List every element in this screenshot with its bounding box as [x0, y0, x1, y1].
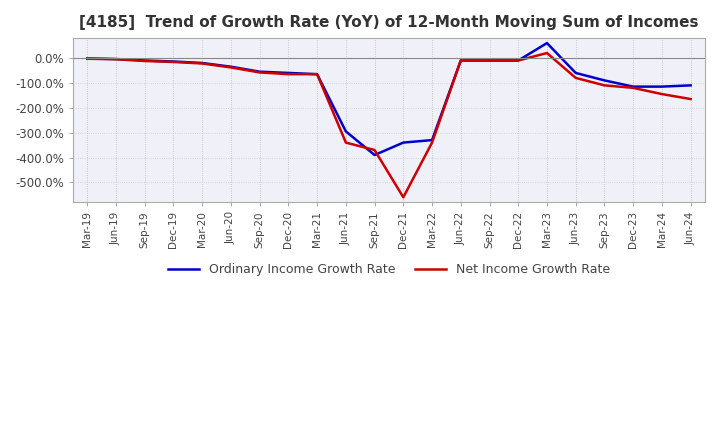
Net Income Growth Rate	[169, 59, 178, 65]
Net Income Growth Rate	[514, 58, 523, 63]
Ordinary Income Growth Rate	[341, 129, 350, 134]
Net Income Growth Rate	[572, 75, 580, 81]
Ordinary Income Growth Rate	[399, 140, 408, 145]
Ordinary Income Growth Rate	[198, 60, 207, 66]
Net Income Growth Rate	[657, 92, 666, 97]
Ordinary Income Growth Rate	[83, 56, 91, 61]
Net Income Growth Rate	[112, 57, 120, 62]
Ordinary Income Growth Rate	[169, 59, 178, 64]
Net Income Growth Rate	[312, 72, 321, 77]
Ordinary Income Growth Rate	[312, 72, 321, 77]
Line: Ordinary Income Growth Rate: Ordinary Income Growth Rate	[87, 43, 690, 155]
Ordinary Income Growth Rate	[428, 137, 436, 143]
Net Income Growth Rate	[456, 58, 465, 63]
Ordinary Income Growth Rate	[600, 78, 608, 83]
Ordinary Income Growth Rate	[140, 58, 149, 63]
Ordinary Income Growth Rate	[543, 40, 552, 46]
Ordinary Income Growth Rate	[629, 84, 637, 89]
Ordinary Income Growth Rate	[256, 69, 264, 74]
Ordinary Income Growth Rate	[284, 70, 293, 76]
Net Income Growth Rate	[140, 59, 149, 64]
Ordinary Income Growth Rate	[485, 58, 494, 63]
Net Income Growth Rate	[198, 61, 207, 66]
Ordinary Income Growth Rate	[514, 58, 523, 63]
Net Income Growth Rate	[485, 58, 494, 63]
Net Income Growth Rate	[543, 51, 552, 56]
Net Income Growth Rate	[83, 56, 91, 62]
Net Income Growth Rate	[629, 85, 637, 91]
Net Income Growth Rate	[399, 194, 408, 200]
Net Income Growth Rate	[256, 70, 264, 75]
Title: [4185]  Trend of Growth Rate (YoY) of 12-Month Moving Sum of Incomes: [4185] Trend of Growth Rate (YoY) of 12-…	[79, 15, 698, 30]
Line: Net Income Growth Rate: Net Income Growth Rate	[87, 53, 690, 197]
Ordinary Income Growth Rate	[370, 152, 379, 158]
Ordinary Income Growth Rate	[227, 64, 235, 70]
Ordinary Income Growth Rate	[112, 56, 120, 62]
Ordinary Income Growth Rate	[657, 84, 666, 89]
Legend: Ordinary Income Growth Rate, Net Income Growth Rate: Ordinary Income Growth Rate, Net Income …	[163, 258, 615, 282]
Net Income Growth Rate	[227, 65, 235, 70]
Ordinary Income Growth Rate	[456, 58, 465, 63]
Net Income Growth Rate	[284, 72, 293, 77]
Net Income Growth Rate	[686, 96, 695, 102]
Ordinary Income Growth Rate	[572, 70, 580, 76]
Net Income Growth Rate	[428, 140, 436, 145]
Net Income Growth Rate	[370, 147, 379, 153]
Net Income Growth Rate	[341, 140, 350, 145]
Net Income Growth Rate	[600, 83, 608, 88]
Ordinary Income Growth Rate	[686, 83, 695, 88]
